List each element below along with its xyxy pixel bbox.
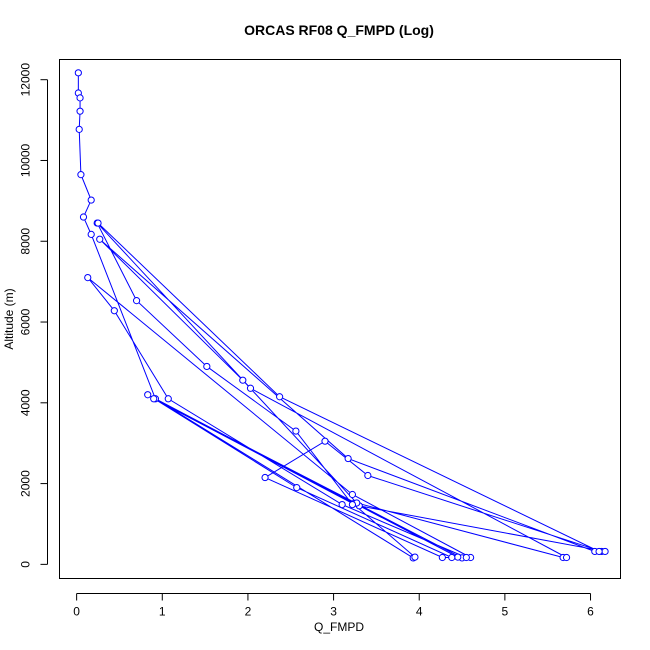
data-point (562, 553, 571, 562)
series-layer (77, 72, 606, 559)
data-point (76, 107, 84, 115)
data-point (292, 427, 300, 435)
data-point (293, 484, 301, 492)
y-axis-label: Altitude (m) (2, 288, 16, 349)
data-point (348, 490, 357, 499)
data-point (144, 391, 152, 399)
x-tick-label: 5 (502, 605, 509, 619)
data-point (454, 553, 462, 561)
data-point (94, 219, 102, 227)
x-tick-label: 0 (73, 605, 80, 619)
data-point (338, 500, 346, 509)
data-point (246, 384, 255, 392)
data-point (261, 473, 269, 482)
x-tick-label: 6 (587, 605, 594, 619)
data-point (87, 196, 95, 204)
data-point (344, 454, 352, 463)
data-point (77, 171, 85, 179)
x-tick-label: 3 (330, 605, 337, 619)
y-tick-label: 0 (19, 561, 33, 568)
y-tick-label: 12000 (19, 63, 33, 97)
data-point (164, 395, 172, 403)
y-axis: 0 2000 4000 6000 8000 10000 12000 (19, 63, 48, 568)
data-point (132, 297, 141, 305)
series-line (77, 72, 606, 559)
data-point (364, 471, 372, 480)
chart-title: ORCAS RF08 Q_FMPD (Log) (244, 22, 434, 38)
data-point (84, 274, 92, 282)
data-point (96, 235, 104, 243)
data-point (239, 376, 247, 384)
y-tick-label: 10000 (19, 143, 33, 177)
x-axis: 0 1 2 3 4 5 6 (73, 593, 594, 619)
x-tick-label: 2 (245, 605, 252, 619)
data-point (462, 553, 470, 562)
data-point (150, 395, 158, 403)
marker-layer (74, 69, 609, 562)
x-tick-label: 1 (159, 605, 166, 619)
data-point (348, 500, 357, 509)
data-point (110, 307, 118, 315)
data-point (74, 69, 82, 77)
data-point (595, 547, 603, 556)
plot-frame (59, 59, 621, 579)
data-point (276, 393, 284, 401)
data-point (601, 547, 609, 556)
data-point (321, 437, 329, 445)
data-point (203, 362, 211, 371)
x-axis-label: Q_FMPD (314, 620, 364, 634)
y-tick-label: 4000 (19, 389, 33, 416)
data-point (448, 553, 456, 562)
x-tick-label: 4 (416, 605, 423, 619)
data-point (87, 230, 95, 238)
data-point (411, 553, 419, 561)
data-point (75, 125, 83, 133)
data-point (76, 94, 84, 102)
y-tick-label: 2000 (19, 470, 33, 497)
y-tick-label: 8000 (19, 228, 33, 255)
data-point (79, 213, 88, 221)
y-tick-label: 6000 (19, 308, 33, 335)
data-point (438, 553, 446, 562)
